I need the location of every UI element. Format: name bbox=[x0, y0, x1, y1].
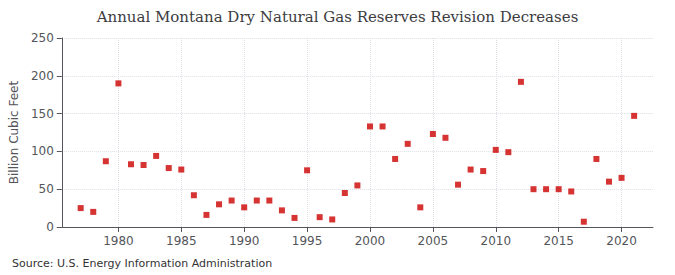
svg-text:2020: 2020 bbox=[606, 234, 637, 248]
svg-text:1985: 1985 bbox=[166, 234, 197, 248]
svg-text:2010: 2010 bbox=[480, 234, 511, 248]
svg-text:200: 200 bbox=[31, 69, 54, 83]
svg-text:Source: U.S. Energy Informatio: Source: U.S. Energy Information Administ… bbox=[12, 257, 272, 270]
svg-text:250: 250 bbox=[31, 31, 54, 45]
svg-text:2000: 2000 bbox=[355, 234, 386, 248]
svg-text:Annual Montana Dry Natural Gas: Annual Montana Dry Natural Gas Reserves … bbox=[96, 8, 579, 26]
svg-text:2015: 2015 bbox=[543, 234, 574, 248]
svg-text:Billion Cubic Feet: Billion Cubic Feet bbox=[7, 81, 21, 185]
svg-text:2005: 2005 bbox=[418, 234, 449, 248]
svg-text:100: 100 bbox=[31, 144, 54, 158]
svg-text:50: 50 bbox=[39, 182, 54, 196]
svg-text:1995: 1995 bbox=[292, 234, 323, 248]
svg-text:0: 0 bbox=[46, 220, 54, 234]
svg-text:1990: 1990 bbox=[229, 234, 260, 248]
svg-text:1980: 1980 bbox=[103, 234, 134, 248]
svg-text:150: 150 bbox=[31, 107, 54, 121]
